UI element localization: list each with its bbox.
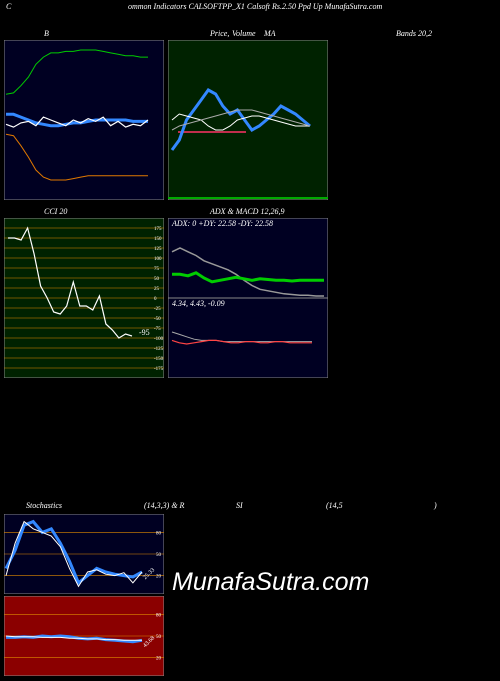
price-panel [167,39,329,201]
cci-tick-label: 50 [154,277,160,282]
cci-tick-label: -100 [154,337,164,342]
price-ma-blue-line [170,88,311,151]
macd-chart [167,297,329,379]
cci-panel: 175 150 125 100 75 50 25 0 -25 -50 -75 -100 -125 -150… [3,217,165,379]
rsi-close-paren: ) [434,501,437,510]
stoch-label: Stochastics [26,501,62,510]
rsi-params: (14,5 [326,501,343,510]
osc-tick-label: 50 [156,635,162,640]
bollinger-chart [3,39,165,201]
cci-last-value: -95 [139,328,150,337]
osc-tick-label: 50 [156,553,162,558]
cci-tick-label: 75 [154,267,160,272]
cci-line [8,226,133,339]
cci-tick-label: 25 [154,287,160,292]
bollinger-upper-line [5,49,148,95]
cci-tick-label: -25 [154,307,161,312]
bollinger-price-line [5,116,149,128]
watermark: MunafaSutra.com [172,568,370,596]
price-line [171,113,310,131]
header-c: C [6,2,12,11]
bollinger-label: B [44,29,49,38]
bollinger-lower-line [5,133,148,181]
price-label: Price, [210,29,230,38]
cci-tick-label: -175 [154,367,164,372]
volume-label: Volume [232,29,256,38]
adx-macd-label: ADX & MACD 12,26,9 [210,207,285,216]
cci-tick-label: 100 [154,257,162,262]
price-chart [167,39,329,201]
adx-green-line [172,271,324,284]
adx-chart [167,217,329,299]
cci-label: CCI 20 [44,207,68,216]
stoch-k-line [4,519,143,586]
cci-tick-label: 175 [154,227,162,232]
adx-panel [167,217,329,299]
cci-tick-label: -75 [154,327,161,332]
osc-tick-label: 80 [156,613,162,618]
bollinger-label-right: Bands 20,2 [396,29,432,38]
cci-tick-label: -50 [154,317,161,322]
stoch-params: (14,3,3) & R [144,501,185,510]
macd-readout: 4.34, 4.43, -0.09 [172,299,225,308]
rsi-signal-line [5,635,142,641]
cci-tick-label: 0 [154,297,157,302]
macd-line [171,339,312,345]
page-title: ommon Indicators CALSOFTPP_X1 Calsoft Rs… [128,2,383,11]
macd-panel [167,297,329,379]
cci-tick-label: 125 [154,247,162,252]
cci-tick-label: 150 [154,237,162,242]
adx-readout: ADX: 0 +DY: 22.58 -DY: 22.58 [172,219,274,228]
cci-tick-label: -150 [154,357,164,362]
stoch-d-line [5,520,143,588]
rsi-panel: 80 50 20 43.68 [3,595,165,677]
cci-chart: 175 150 125 100 75 50 25 0 -25 -50 -75 -100 -125 -150… [3,217,165,379]
price-ma-grey-line [171,109,311,131]
ma-label: MA [264,29,276,38]
osc-tick-label: 20 [156,575,162,580]
rsi-si-label: SI [236,501,243,510]
bollinger-panel [3,39,165,201]
bollinger-middle-line [6,112,148,128]
cci-tick-label: -125 [154,347,164,352]
osc-tick-label: 80 [156,531,162,536]
stoch-panel: 80 50 20 25.33 [3,513,165,595]
adx-grey-line [171,247,324,297]
osc-tick-label: 20 [156,657,162,662]
